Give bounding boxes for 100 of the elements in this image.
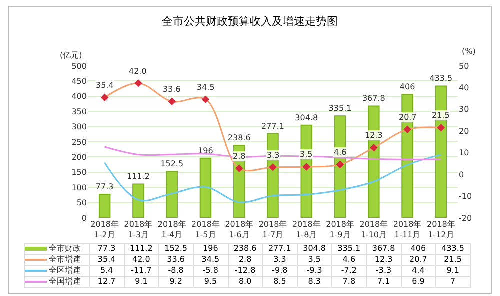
y-tick-label: 200	[72, 153, 87, 162]
text: 304.8	[295, 113, 318, 122]
y2-axis-title: (%)	[462, 47, 476, 56]
x-tick-label: 2018年 1-7月	[258, 220, 288, 240]
y2-tick-label: 20	[459, 126, 470, 136]
data-label: 9.1	[436, 266, 470, 276]
data-label: 34.5	[193, 254, 228, 266]
text: 196	[198, 146, 214, 156]
data-label: -11.7	[124, 266, 159, 276]
data-label: -5.8	[193, 266, 228, 276]
y2-tick-label: 50	[459, 62, 470, 71]
data-label: 77.3	[90, 244, 124, 254]
data-label: 111.2	[124, 244, 159, 254]
text: 2.8	[233, 152, 246, 161]
y2-tick-label: 0	[459, 170, 464, 180]
legend-label: 全国增速	[24, 276, 90, 288]
y-tick-label: 150	[72, 168, 87, 178]
y-tick-label: 50	[76, 198, 87, 208]
y-tick-label: 300	[72, 122, 87, 132]
text: 21.5	[432, 111, 450, 120]
text: 4.6	[334, 148, 347, 157]
data-label: -9.3	[297, 266, 332, 276]
data-label: 12.3	[366, 254, 402, 266]
data-label: 406	[401, 244, 436, 254]
y-tick-label: 250	[72, 138, 87, 147]
text: 433.5	[430, 74, 453, 84]
y2-tick-label: 30	[459, 105, 470, 114]
y2-tick-label: -20	[459, 214, 472, 223]
y-tick-label: 100	[72, 183, 87, 192]
data-label: 6.9	[401, 276, 436, 288]
y2-tick-label: 40	[459, 84, 470, 93]
text: 20.7	[399, 113, 417, 122]
data-label: 42.0	[124, 254, 159, 266]
bar	[200, 158, 212, 218]
text: 111.2	[127, 172, 150, 182]
y-tick-label: 0	[82, 214, 87, 223]
x-tick-label: 2018年 1-10月	[360, 220, 388, 240]
data-label: -9.8	[262, 266, 298, 276]
data-label: 33.6	[158, 254, 194, 266]
x-tick-label: 2018年 1-4月	[158, 220, 186, 240]
data-label: 7.8	[332, 276, 366, 288]
bar	[166, 171, 178, 218]
data-label: 20.7	[401, 254, 436, 266]
legend-label: 全区增速	[24, 266, 90, 276]
data-label: 8.5	[262, 276, 298, 288]
line-series	[104, 146, 442, 162]
text: 42.0	[129, 67, 147, 76]
y2-tick-label: 10	[459, 148, 470, 158]
text: 152.5	[160, 160, 184, 169]
data-label: 277.1	[262, 244, 298, 254]
text: 77.3	[96, 182, 114, 192]
y-tick-label: 450	[72, 77, 87, 86]
data-label: 21.5	[436, 254, 470, 266]
x-tick-label: 2018年 1-11月	[393, 220, 422, 240]
x-tick-label: 2018年 1-6月	[225, 220, 254, 240]
data-label: -3.3	[366, 266, 402, 276]
bar	[98, 194, 111, 218]
x-tick-label: 2018年 1-12月	[427, 220, 456, 240]
x-tick-label: 2018年 1-2月	[90, 220, 119, 240]
data-label: 3.3	[262, 254, 298, 266]
text: 406	[400, 82, 416, 92]
legend-label: 全市财政	[24, 244, 90, 254]
text: 335.1	[328, 104, 352, 114]
data-label: -7.2	[332, 266, 366, 276]
legend-label: 全市增速	[24, 254, 90, 266]
y-tick-label: 350	[72, 107, 87, 116]
data-label: 8.3	[297, 276, 332, 288]
data-label: 9.2	[158, 276, 194, 288]
text: 34.5	[197, 83, 215, 92]
text: 12.3	[365, 131, 383, 140]
data-label: 8.0	[228, 276, 263, 288]
text: 3.3	[267, 151, 280, 160]
text: 35.4	[96, 81, 114, 90]
data-label: 335.1	[332, 244, 366, 254]
text: 367.8	[362, 94, 386, 104]
data-label: 304.8	[297, 244, 332, 254]
data-label: 196	[193, 244, 228, 254]
data-label: 4.6	[332, 254, 366, 266]
x-tick-label: 2018年 1-3月	[124, 220, 153, 240]
text: 33.6	[163, 85, 181, 94]
chart-title: 全市公共财政预算收入及增速走势图	[162, 14, 338, 28]
y-tick-label: 400	[72, 92, 87, 102]
y-tick-label: 500	[72, 62, 87, 71]
data-label: 12.7	[90, 276, 124, 288]
data-label: 2.8	[228, 254, 263, 266]
data-label: 7.1	[366, 276, 402, 288]
data-label: 3.5	[297, 254, 332, 266]
data-label: 367.8	[366, 244, 402, 254]
data-label: 35.4	[90, 254, 124, 266]
data-label: 4.4	[401, 266, 436, 276]
text: 238.6	[228, 133, 251, 142]
data-label: 5.4	[90, 266, 124, 276]
x-tick-label: 2018年 1-5月	[192, 220, 220, 240]
y-axis-title: (亿元)	[60, 51, 82, 60]
x-tick-label: 2018年 1-8月	[292, 220, 321, 240]
data-label: 433.5	[436, 244, 470, 254]
data-label: 238.6	[228, 244, 263, 254]
text: 3.5	[300, 150, 313, 159]
y2-tick-label: -10	[459, 192, 472, 202]
data-label: -8.8	[158, 266, 194, 276]
